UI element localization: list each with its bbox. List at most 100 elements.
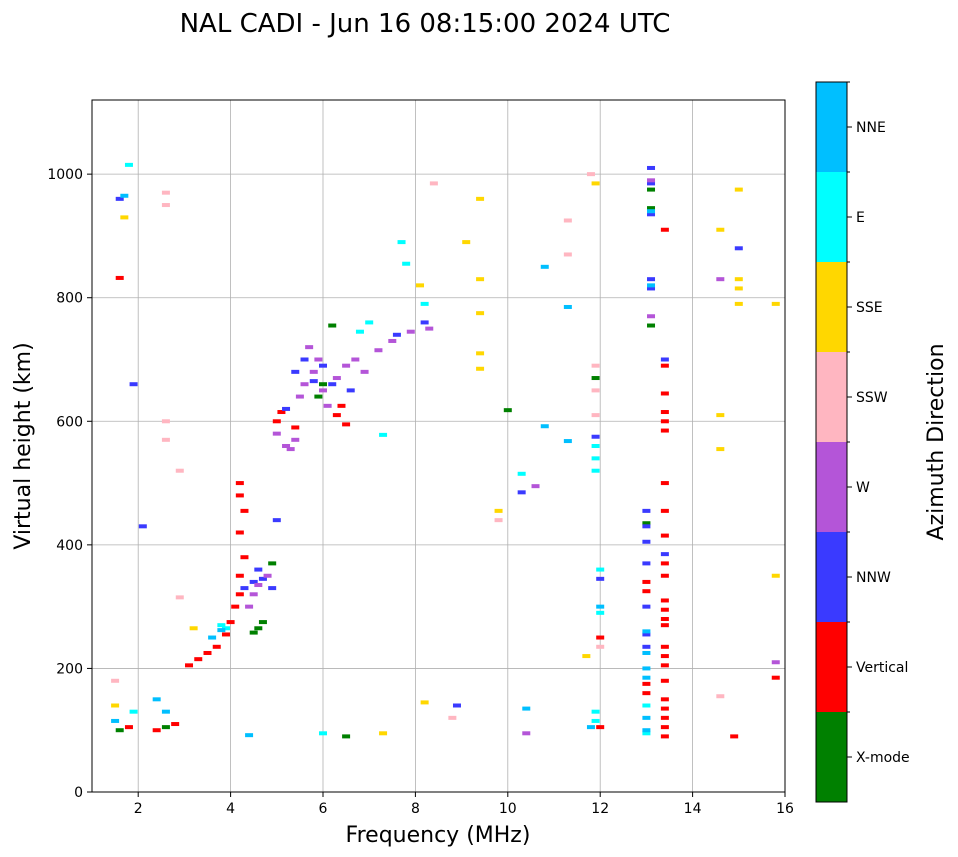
data-point-nne — [642, 650, 651, 655]
data-point-nnw — [660, 357, 669, 362]
colorbar-label-w: W — [856, 480, 870, 496]
data-point-sse — [416, 283, 425, 288]
data-point-nne — [642, 728, 651, 733]
data-point-w — [263, 573, 272, 578]
data-point-nne — [217, 628, 226, 633]
data-point-vertical — [342, 422, 351, 427]
data-point-nnw — [138, 524, 147, 529]
data-point-vertical — [277, 410, 286, 415]
data-point-nne — [522, 706, 531, 711]
plot-area: 2 4 6 8 10 12 14 16 0 200 400 600 800 1000 — [47, 99, 794, 817]
data-point-e — [355, 329, 364, 334]
data-point-sse — [734, 187, 743, 192]
data-point-nne — [152, 697, 161, 702]
data-point-nnw — [660, 552, 669, 557]
data-point-sse — [462, 240, 471, 245]
data-point-e — [517, 471, 526, 476]
data-point-w — [282, 444, 291, 448]
data-point-w — [647, 314, 656, 319]
data-point-vertical — [235, 592, 244, 597]
data-point-vertical — [226, 620, 235, 625]
colorbar-segment — [816, 622, 847, 712]
data-point-nne — [208, 635, 217, 640]
data-point-vertical — [730, 734, 739, 739]
data-point-sse — [716, 447, 725, 452]
data-point-w — [531, 484, 540, 489]
colorbar: X-mode Vertical NNW W SSW SSE E NNE — [815, 81, 910, 803]
data-point-w — [245, 604, 254, 609]
data-point-vertical — [231, 604, 240, 609]
data-point-vertical — [660, 715, 669, 720]
colorbar-label-ssw: SSW — [856, 390, 888, 406]
colorbar-label-nnw: NNW — [856, 570, 891, 586]
data-point-e — [319, 731, 327, 736]
data-point-nne — [245, 733, 254, 738]
data-point-vertical — [660, 678, 669, 683]
data-point-e — [402, 261, 411, 266]
data-point-vertical — [660, 561, 669, 566]
data-point-nnw — [268, 586, 277, 591]
data-point-nnw — [309, 379, 318, 384]
data-point-vertical — [221, 632, 230, 637]
data-point-ssw — [161, 419, 170, 424]
data-point-vertical — [660, 533, 669, 538]
data-point-sse — [420, 700, 429, 705]
x-tick-label: 6 — [319, 801, 328, 817]
colorbar-label-vertical: Vertical — [856, 660, 908, 676]
data-point-vertical — [660, 623, 669, 628]
data-point-w — [425, 326, 434, 331]
data-point-nnw — [647, 212, 656, 217]
data-point-nne — [120, 193, 129, 198]
chart-title: NAL CADI - Jun 16 08:15:00 2024 UTC — [180, 9, 671, 39]
data-point-vertical — [660, 410, 669, 415]
data-point-x-mode — [328, 323, 337, 328]
data-point-x-mode — [115, 728, 124, 733]
data-point-ssw — [716, 694, 725, 699]
data-point-w — [249, 592, 258, 597]
colorbar-segment — [816, 442, 847, 532]
data-point-nnw — [291, 369, 300, 374]
data-point-nne — [111, 718, 120, 723]
data-point-nnw — [591, 434, 600, 439]
data-point-w — [323, 403, 332, 408]
data-point-ssw — [591, 363, 600, 368]
data-point-e — [365, 320, 374, 325]
data-point-w — [319, 388, 327, 393]
data-point-sse — [476, 196, 485, 201]
data-point-sse — [476, 351, 485, 356]
colorbar-segment — [816, 172, 847, 262]
data-point-vertical — [642, 579, 651, 584]
data-point-w — [522, 731, 531, 736]
colorbar-label-x-mode: X-mode — [856, 750, 910, 766]
data-point-ssw — [161, 437, 170, 442]
data-point-sse — [734, 301, 743, 306]
data-point-vertical — [660, 607, 669, 612]
data-point-ssw — [563, 218, 572, 223]
y-tick-label: 400 — [56, 538, 83, 554]
data-point-vertical — [240, 555, 249, 560]
data-point-vertical — [332, 413, 341, 418]
data-point-vertical — [152, 728, 161, 733]
data-point-nnw — [642, 604, 651, 609]
data-point-ssw — [175, 468, 184, 473]
data-point-x-mode — [254, 626, 263, 631]
data-point-nne — [642, 715, 651, 720]
data-point-nnw — [392, 332, 401, 337]
data-point-e — [591, 718, 600, 723]
data-point-ssw — [161, 190, 170, 195]
data-point-nne — [642, 675, 651, 680]
data-point-vertical — [660, 508, 669, 513]
data-point-ssw — [586, 172, 595, 177]
data-point-vertical — [660, 706, 669, 711]
data-point-vertical — [660, 428, 669, 433]
data-point-w — [291, 437, 300, 442]
data-point-w — [300, 382, 309, 387]
data-point-w — [374, 348, 383, 353]
data-point-ssw — [591, 413, 600, 418]
data-point-w — [254, 583, 263, 588]
x-tick-label: 12 — [591, 801, 609, 817]
x-tick-label: 16 — [776, 801, 794, 817]
data-point-e — [642, 731, 651, 736]
y-tick-label: 800 — [56, 291, 83, 307]
